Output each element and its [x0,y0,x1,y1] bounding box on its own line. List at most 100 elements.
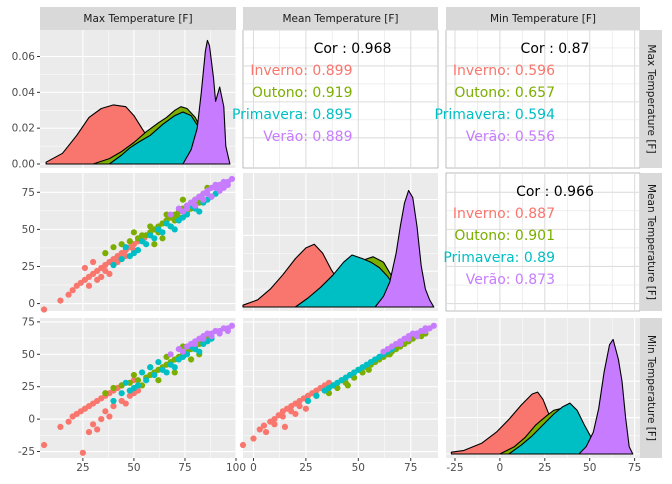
scatter-point-verão [192,202,199,209]
scatter-point-outono [102,390,109,397]
scatter-point-primavera [147,364,154,371]
correlation-overall-label: Cor : 0.966 [516,184,594,200]
scatter-point-outono [159,235,166,242]
row-strip [640,30,662,168]
density-panel-0 [45,39,231,165]
scatter-point-inverno [122,400,129,407]
row-strip-label: Min Temperature [F] [645,335,657,441]
x-tick-label: 100 [226,462,246,474]
density-curve-verão [578,338,634,455]
x-tick-label: 75 [404,462,417,474]
correlation-overall-label: Cor : 0.87 [521,41,590,57]
scatter-point-primavera [122,244,129,251]
density-panel-2 [450,338,634,455]
scatter-point-primavera [367,358,375,366]
scatter-point-inverno [250,435,257,442]
scatter-point-inverno [281,423,289,430]
x-tick-label: 50 [583,462,596,474]
scatter-point-outono [151,241,158,248]
scatter-point-outono [126,238,133,245]
x-axis: 25 50 75 100 0 25 50 75 -25 0 25 50 75 [76,458,641,474]
scatter-point-verão [167,351,174,358]
correlation-group-label: Inverno: 0.899 [250,63,352,79]
vgrid-1-2 [454,173,636,311]
x-tick-label: 50 [127,462,140,474]
scatter-point-primavera [143,377,150,384]
scatter-point-primavera [179,214,187,221]
scatter-point-verão [200,196,207,203]
y-tick-label: 50 [22,349,35,361]
scatter-point-inverno [98,416,105,423]
scatter-point-verão [224,327,231,335]
column-strip-label: Min Temperature [F] [490,13,596,25]
correlation-group-label: Verão: 0.889 [263,129,352,145]
scatter-point-primavera [171,364,178,371]
x-tick-label: 0 [250,462,257,474]
column-strip [243,7,438,30]
scatter-point-outono [110,384,117,392]
vgrid-0-1 [252,30,412,168]
x-tick-label: 25 [299,462,312,474]
scatter-point-primavera [110,397,117,405]
scatter-point-primavera [179,353,187,360]
scatter-point-primavera [163,369,170,376]
panel-0-1 [242,29,439,169]
scatter-point-verão [167,211,174,218]
scatter-point-primavera [196,208,203,215]
scatter-point-primavera [342,374,349,381]
scatter-point-inverno [69,287,76,294]
scatter-point-primavera [138,238,146,245]
row-strip-label: Max Temperature [F] [645,44,657,153]
correlation-group-label: Inverno: 0.596 [453,63,555,79]
scatter-point-inverno [296,403,303,410]
correlation-group-label: Verão: 0.873 [466,272,555,288]
x-tick-label: 0 [497,462,504,474]
scatter-point-inverno [57,423,64,430]
scatter-point-inverno [292,410,299,418]
y-axis: 0.00 0.02 0.04 0.06 0 25 50 75 -25 0 25 50 75 [12,51,40,458]
correlation-group-label: Verão: 0.556 [466,129,555,145]
density-panel-1 [242,189,435,308]
scatter-point-inverno [79,449,86,456]
y-tick-label: 0 [28,414,35,426]
row-strip-label: Mean Temperature [F] [645,184,657,300]
scatter-point-inverno [260,422,268,429]
y-tick-label: 75 [22,316,35,328]
panel-1-2 [445,172,641,312]
scatter-point-primavera [376,353,383,360]
correlation-group-label: Primavera: 0.89 [443,250,555,266]
scatter-point-outono [134,377,142,384]
scatter-point-primavera [155,226,162,233]
scatter-point-inverno [89,421,97,428]
correlation-group-label: Primavera: 0.895 [232,107,353,123]
scatter-point-verão [204,190,211,197]
scatter-point-inverno [89,258,97,266]
scatter-point-inverno [262,428,270,436]
scatter-point-primavera [334,379,341,386]
x-tick-label: 75 [178,462,191,474]
scatter-point-verão [200,335,207,342]
scatter-panel-2-0 [40,322,236,456]
scatter-point-outono [179,196,187,203]
correlation-panel-0-2: Cor : 0.87 Inverno: 0.596 Outono: 0.657 Pri… [434,41,589,145]
correlation-group-label: Outono: 0.657 [454,85,555,101]
scatter-point-verão [413,333,421,340]
scatter-point-outono [102,250,109,257]
y-tick-label: 25 [22,381,35,393]
scatter-point-inverno [271,421,278,428]
scatter-point-outono [130,229,138,236]
x-tick-label: -25 [446,462,463,474]
scatter-point-outono [171,369,178,376]
correlation-group-label: Inverno: 0.887 [453,206,555,222]
row-strip [640,318,662,458]
scatter-point-primavera [118,390,125,397]
scatter-point-inverno [110,403,117,410]
scatter-point-verão [192,340,199,348]
scatter-point-inverno [102,408,109,415]
x-tick-label: 75 [628,462,641,474]
scatter-point-primavera [359,364,366,371]
y-tick-label: -25 [18,446,35,458]
column-strip-label: Max Temperature [F] [83,13,192,25]
